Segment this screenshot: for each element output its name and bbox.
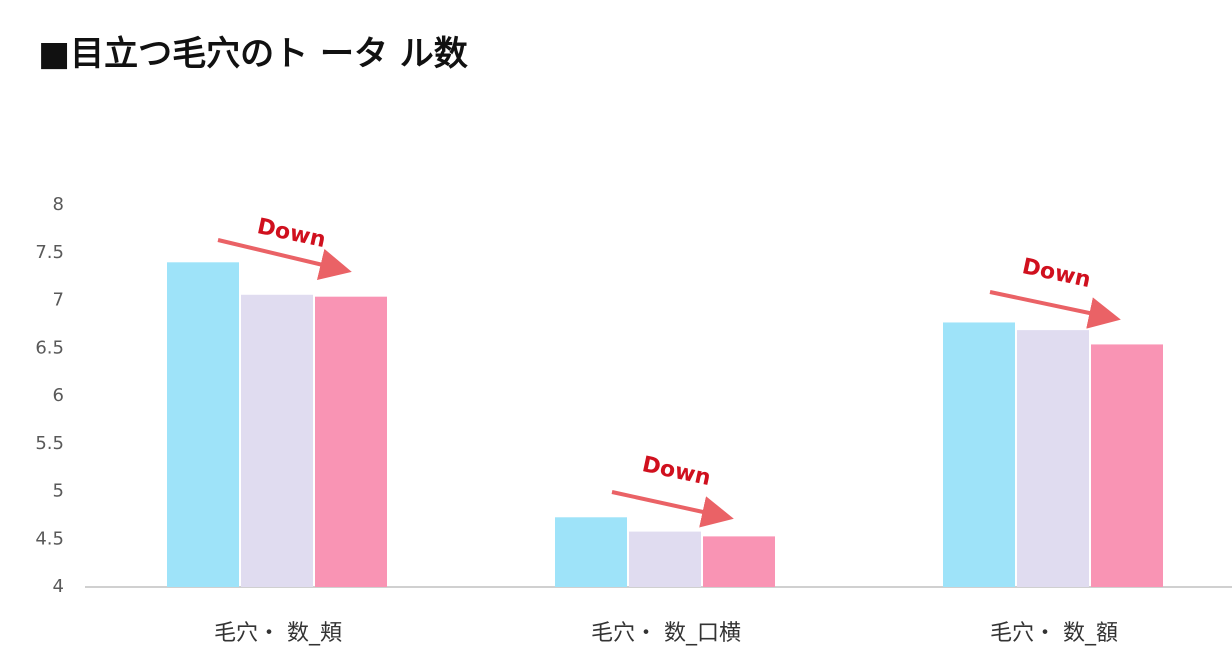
y-tick-label: 7 xyxy=(53,290,64,311)
bar xyxy=(167,262,239,587)
chart-title: ■目立つ毛穴のト ータ ル数 xyxy=(38,34,468,74)
y-tick-label: 5.5 xyxy=(35,433,64,454)
x-tick-label: 毛穴・ 数_口横 xyxy=(591,621,741,646)
y-tick-label: 5 xyxy=(53,481,64,502)
bar xyxy=(1017,330,1089,587)
annotation: Down xyxy=(1020,254,1093,293)
bar xyxy=(943,322,1015,587)
y-tick-label: 7.5 xyxy=(35,242,64,263)
bar xyxy=(703,536,775,587)
bar xyxy=(315,296,387,587)
annotation: Down xyxy=(640,452,713,491)
arrow xyxy=(989,290,1121,329)
arrow xyxy=(611,490,734,528)
annotation: Down xyxy=(255,214,328,253)
bar xyxy=(629,531,701,587)
bar xyxy=(1091,344,1163,587)
y-tick-label: 8 xyxy=(53,194,64,215)
y-tick-label: 6 xyxy=(53,385,64,406)
x-tick-label: 毛穴・ 数_頬 xyxy=(214,621,342,646)
y-tick-label: 4.5 xyxy=(35,528,64,549)
bar xyxy=(555,517,627,587)
x-tick-label: 毛穴・ 数_額 xyxy=(990,621,1118,646)
bar xyxy=(241,294,313,587)
y-tick-label: 6.5 xyxy=(35,337,64,358)
arrow xyxy=(217,238,352,281)
y-tick-label: 4 xyxy=(53,576,64,597)
